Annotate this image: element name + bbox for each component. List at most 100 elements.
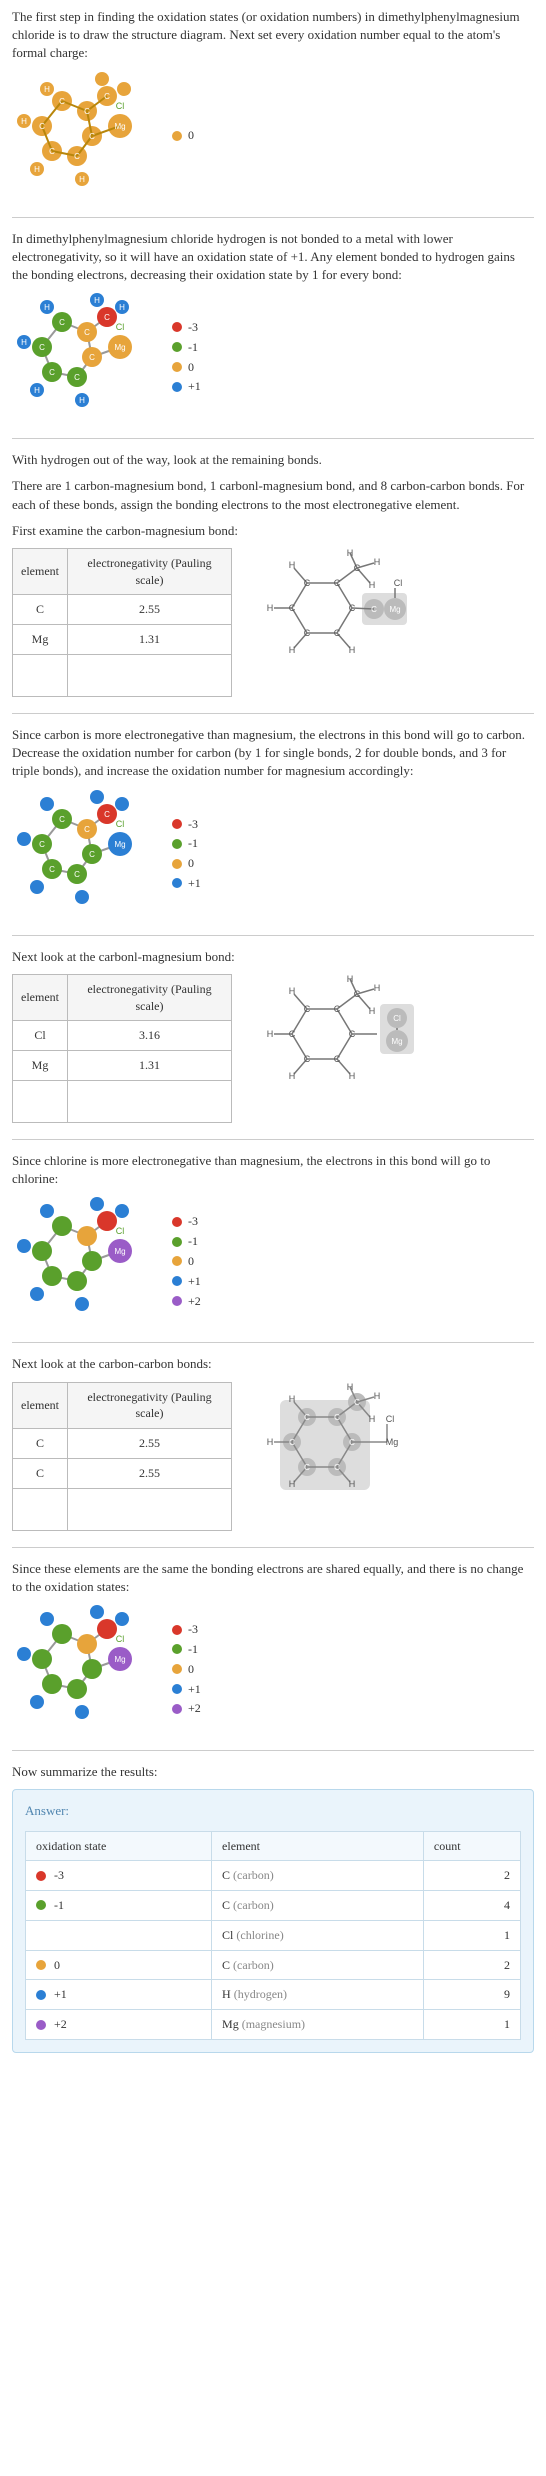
- svg-text:Cl: Cl: [116, 1634, 125, 1644]
- td-empty: [67, 1081, 231, 1123]
- legend-label: -1: [188, 835, 198, 852]
- svg-text:C: C: [349, 1438, 355, 1447]
- molecule-diagram-3: CCCCCC CMg Cl: [12, 789, 152, 919]
- svg-text:C: C: [49, 865, 55, 874]
- td-element: Cl (chlorine): [212, 1920, 424, 1950]
- svg-text:C: C: [89, 353, 95, 362]
- legend-dot-icon: [172, 1276, 182, 1286]
- legend-label: 0: [188, 855, 194, 872]
- svg-text:C: C: [49, 147, 55, 156]
- svg-text:C: C: [84, 107, 90, 116]
- svg-text:H: H: [369, 580, 376, 590]
- svg-text:H: H: [34, 386, 40, 395]
- td-count: 1: [423, 1920, 520, 1950]
- legend-item: -3: [172, 816, 201, 833]
- th-element: element: [13, 974, 68, 1021]
- table-row: 0C (carbon)2: [26, 1950, 521, 1980]
- legend-label: -3: [188, 319, 198, 336]
- svg-text:H: H: [347, 1382, 354, 1392]
- svg-text:C: C: [59, 318, 65, 327]
- paragraph-5: Since carbon is more electronegative tha…: [12, 726, 534, 781]
- svg-text:C: C: [334, 1054, 341, 1064]
- svg-text:C: C: [89, 850, 95, 859]
- legend-dot-icon: [172, 1296, 182, 1306]
- legend-label: 0: [188, 1253, 194, 1270]
- td-element: C (carbon): [212, 1891, 424, 1921]
- svg-text:H: H: [267, 1437, 274, 1447]
- svg-text:C: C: [334, 1004, 341, 1014]
- legend-dot-icon: [172, 819, 182, 829]
- legend-label: -3: [188, 816, 198, 833]
- td-element: H (hydrogen): [212, 1980, 424, 2010]
- svg-text:H: H: [21, 117, 27, 126]
- legend-item: +1: [172, 1681, 201, 1698]
- molecule-diagram-1: CCCCCC CMg HHHH Cl: [12, 71, 152, 201]
- svg-text:Mg: Mg: [114, 122, 125, 131]
- diagram-2-row: CCCCCC CMg HHHHHH Cl -3-10+1: [12, 292, 534, 422]
- structure-diagram-cmg: CCCCCC CHHH HHHH Cl CMg: [252, 548, 432, 678]
- legend-1: 0: [172, 127, 194, 144]
- answer-box: Answer: oxidation state element count -3…: [12, 1789, 534, 2053]
- legend-dot-icon: [172, 1684, 182, 1694]
- td-el: C: [13, 1429, 68, 1459]
- svg-text:C: C: [104, 92, 110, 101]
- legend-dot-icon: [172, 1704, 182, 1714]
- ox-dot-icon: [36, 1990, 46, 2000]
- td-element: C (carbon): [212, 1861, 424, 1891]
- legend-item: +2: [172, 1700, 201, 1717]
- svg-text:C: C: [349, 603, 356, 613]
- svg-text:H: H: [289, 560, 296, 570]
- diagram-4-row: Mg Cl -3-10+1+2: [12, 1196, 534, 1326]
- td-count: 2: [423, 1861, 520, 1891]
- td-ox: -1: [26, 1891, 212, 1921]
- svg-text:C: C: [104, 313, 110, 322]
- legend-item: -3: [172, 319, 201, 336]
- element-name: (carbon): [233, 1958, 274, 1972]
- svg-text:Cl: Cl: [116, 1226, 125, 1236]
- molecule-diagram-2: CCCCCC CMg HHHHHH Cl: [12, 292, 152, 422]
- molecule-diagram-4: Mg Cl: [12, 1196, 152, 1326]
- svg-text:C: C: [289, 1029, 296, 1039]
- legend-label: +2: [188, 1700, 201, 1717]
- legend-label: -1: [188, 1641, 198, 1658]
- svg-text:C: C: [59, 815, 65, 824]
- element-symbol: Mg: [222, 2017, 242, 2031]
- td-en: 1.31: [67, 625, 231, 655]
- svg-text:C: C: [39, 343, 45, 352]
- diagram-3-row: CCCCCC CMg Cl -3-10+1: [12, 789, 534, 919]
- svg-text:C: C: [289, 1438, 295, 1447]
- legend-item: -1: [172, 1641, 201, 1658]
- svg-text:C: C: [334, 1463, 340, 1472]
- answer-label: Answer:: [25, 1802, 521, 1820]
- element-symbol: C: [222, 1868, 233, 1882]
- legend-dot-icon: [172, 1237, 182, 1247]
- element-symbol: C: [222, 1898, 233, 1912]
- paragraph-9: Since these elements are the same the bo…: [12, 1560, 534, 1596]
- svg-text:C: C: [74, 152, 80, 161]
- th-ox: oxidation state: [26, 1831, 212, 1861]
- table-row: -3C (carbon)2: [26, 1861, 521, 1891]
- legend-label: 0: [188, 359, 194, 376]
- td-en: 2.55: [67, 1429, 231, 1459]
- svg-text:H: H: [119, 303, 125, 312]
- td-empty: [13, 655, 68, 697]
- svg-text:Cl: Cl: [386, 1414, 395, 1424]
- svg-text:H: H: [94, 296, 100, 305]
- svg-text:C: C: [304, 1004, 311, 1014]
- element-name: (hydrogen): [234, 1987, 287, 2001]
- svg-text:C: C: [334, 578, 341, 588]
- th-element: element: [13, 1382, 68, 1429]
- svg-text:H: H: [289, 645, 296, 655]
- svg-text:H: H: [349, 1071, 356, 1081]
- legend-item: 0: [172, 1253, 201, 1270]
- th-en: electronegativity (Pauling scale): [67, 548, 231, 595]
- legend-dot-icon: [172, 1217, 182, 1227]
- svg-text:C: C: [304, 1054, 311, 1064]
- svg-text:H: H: [349, 645, 356, 655]
- svg-text:H: H: [374, 1391, 381, 1401]
- svg-text:C: C: [304, 578, 311, 588]
- svg-text:H: H: [44, 303, 50, 312]
- td-el: C: [13, 595, 68, 625]
- ox-dot-icon: [36, 1871, 46, 1881]
- legend-item: 0: [172, 359, 201, 376]
